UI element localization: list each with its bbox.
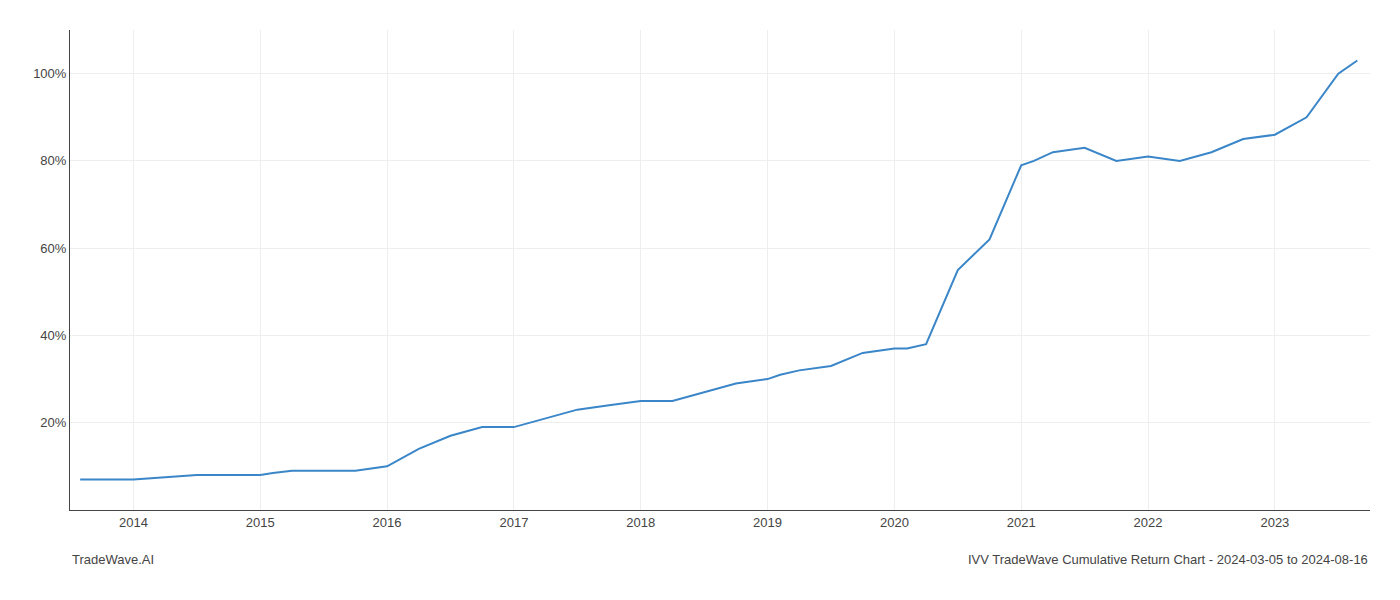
svg-text:80%: 80%	[40, 153, 66, 168]
svg-text:60%: 60%	[40, 241, 66, 256]
svg-text:2020: 2020	[880, 515, 909, 530]
svg-text:2017: 2017	[499, 515, 528, 530]
svg-text:20%: 20%	[40, 415, 66, 430]
svg-text:2016: 2016	[373, 515, 402, 530]
svg-text:2019: 2019	[753, 515, 782, 530]
svg-text:2023: 2023	[1260, 515, 1289, 530]
svg-text:100%: 100%	[33, 66, 67, 81]
svg-text:TradeWave.AI: TradeWave.AI	[72, 552, 154, 567]
svg-text:2015: 2015	[246, 515, 275, 530]
svg-text:2018: 2018	[626, 515, 655, 530]
svg-text:2021: 2021	[1007, 515, 1036, 530]
svg-text:40%: 40%	[40, 328, 66, 343]
svg-text:2014: 2014	[119, 515, 148, 530]
svg-text:IVV TradeWave Cumulative Retur: IVV TradeWave Cumulative Return Chart - …	[968, 552, 1368, 567]
svg-text:2022: 2022	[1134, 515, 1163, 530]
